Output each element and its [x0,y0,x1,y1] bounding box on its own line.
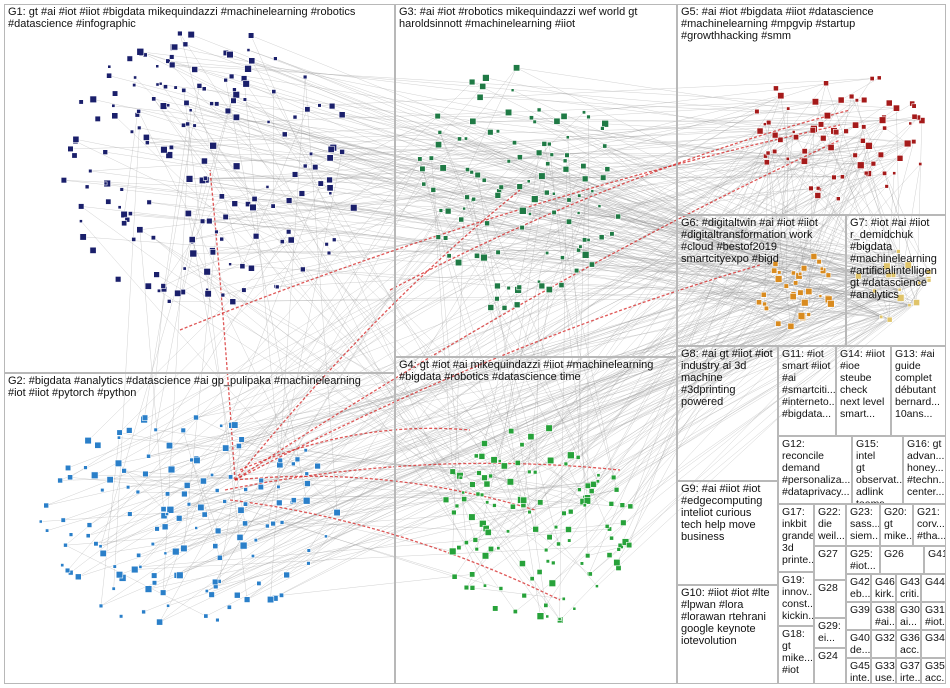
group-label-g14: G14: #iiot #ioe steube check next level … [840,348,885,420]
group-label-g24: G24 [818,650,838,662]
group-box-g9: G9: #ai #iiot #iot #edgecomputing inteli… [677,481,778,585]
group-label-g15: G15: intel gt observat... adlink teams..… [856,438,903,504]
group-box-g16: G16: gt advan... honey... #techn... cent… [903,436,946,504]
group-label-g38: G38: #ai... [875,604,896,628]
group-box-g17: G17: inkbit grande 3d printe... [778,504,814,572]
group-box-g46: G46: kirk... [871,574,896,602]
group-box-g22: G22: die weil... [814,504,846,546]
group-box-g42: G42: eb... [846,574,871,602]
group-label-g33: G33: use... [875,660,896,684]
group-box-g13: G13: #ai guide complet débutant bernard.… [891,346,946,436]
group-box-g3: G3: #ai #iot #robotics mikequindazzi wef… [395,4,677,357]
group-label-g45: G45: inte... [850,660,871,684]
group-box-g43: G43: criti... [896,574,921,602]
group-label-g43: G43: criti... [900,576,921,600]
vertices [38,30,932,626]
group-box-g24: G24 [814,648,846,684]
group-box-g25: G25: #iot... [846,546,880,574]
group-box-g20: G20: gt mike... [880,504,913,546]
group-label-g9: G9: #ai #iiot #iot #edgecomputing inteli… [681,483,763,543]
group-box-g38: G38: #ai... [871,602,896,630]
group-box-g28: G28 [814,580,846,618]
group-box-g2: G2: #bigdata #analytics #datascience #ai… [4,373,395,684]
group-label-g11: G11: #iot smart #iiot #ai #smartciti... … [782,348,836,420]
group-label-g3: G3: #ai #iot #robotics mikequindazzi wef… [399,6,638,30]
group-box-g5: G5: #ai #iot #bigdata #iiot #datascience… [677,4,946,215]
group-label-g35: G35: acc... [925,660,946,684]
group-box-g44: G44 [921,574,946,602]
group-label-g42: G42: eb... [850,576,871,600]
edges-red [179,109,851,601]
group-label-g10: G10: #iiot #iot #lte #lpwan #lora #loraw… [681,587,770,647]
group-box-g4: G4: gt #iot #ai mikequindazzi #iiot #mac… [395,357,677,684]
group-box-g7: G7: #iot #ai #iiot r_demidchuk #bigdata … [846,215,946,346]
group-box-g34: G34 [921,630,946,658]
group-box-g33: G33: use... [871,658,896,684]
group-box-g41: G41 [924,546,946,574]
group-label-g29: G29: ei... [818,620,841,644]
group-label-g18: G18: gt mike... #iot [782,628,813,676]
group-label-g40: G40: de... [850,632,871,656]
group-box-g31: G31: #iot... [921,602,946,630]
group-label-g37: G37: irte... [900,660,921,684]
group-label-g13: G13: #ai guide complet débutant bernard.… [895,348,940,420]
group-label-g36: G36: acc... [900,632,921,656]
group-box-g37: G37: irte... [896,658,921,684]
group-label-g23: G23: sass... siem... [850,506,880,542]
group-label-g32: G32 [875,632,895,644]
group-label-g7: G7: #iot #ai #iiot r_demidchuk #bigdata … [850,217,937,301]
group-box-g11: G11: #iot smart #iiot #ai #smartciti... … [778,346,836,436]
group-box-g32: G32 [871,630,896,658]
group-label-g1: G1: gt #ai #iot #iiot #bigdata mikequind… [8,6,356,30]
group-box-g36: G36: acc... [896,630,921,658]
group-box-g19: G19: innov... const... kickin... [778,572,814,626]
group-label-g2: G2: #bigdata #analytics #datascience #ai… [8,375,361,399]
group-label-g44: G44 [925,576,945,588]
group-box-g15: G15: intel gt observat... adlink teams..… [852,436,903,504]
group-label-g17: G17: inkbit grande 3d printe... [782,506,814,566]
group-box-g35: G35: acc... [921,658,946,684]
group-label-g28: G28 [818,582,838,594]
group-label-g34: G34 [925,632,945,644]
group-label-g30: G30: ai... [900,604,921,628]
group-box-g26: G26 [880,546,924,574]
group-label-g16: G16: gt advan... honey... #techn... cent… [907,438,946,498]
group-label-g41: G41 [928,548,946,560]
group-box-g40: G40: de... [846,630,871,658]
group-label-g22: G22: die weil... [818,506,845,542]
group-box-g1: G1: gt #ai #iot #iiot #bigdata mikequind… [4,4,395,373]
group-box-g21: G21: corv... #tha... [913,504,946,546]
group-label-g19: G19: innov... const... kickin... [782,574,814,622]
group-box-g10: G10: #iiot #iot #lte #lpwan #lora #loraw… [677,585,778,684]
group-box-g39: G39 [846,602,871,630]
group-label-g31: G31: #iot... [925,604,946,628]
group-label-g6: G6: #digitaltwin #ai #iot #iiot #digital… [681,217,818,265]
group-label-g12: G12: reconcile demand #personaliza... #d… [782,438,851,498]
group-box-g8: G8: #ai gt #iiot #iot industry ai 3d mac… [677,346,778,481]
group-label-g8: G8: #ai gt #iiot #iot industry ai 3d mac… [681,348,773,408]
group-label-g46: G46: kirk... [875,576,896,600]
group-label-g4: G4: gt #iot #ai mikequindazzi #iiot #mac… [399,359,654,383]
group-box-g45: G45: inte... [846,658,871,684]
group-box-g29: G29: ei... [814,618,846,648]
group-box-g6: G6: #digitaltwin #ai #iot #iiot #digital… [677,215,846,346]
group-label-g27: G27 [818,548,838,560]
group-box-g30: G30: ai... [896,602,921,630]
group-box-g18: G18: gt mike... #iot [778,626,814,684]
group-label-g39: G39 [850,604,870,616]
group-box-g23: G23: sass... siem... [846,504,880,546]
group-label-g26: G26 [884,548,904,560]
group-label-g21: G21: corv... #tha... [917,506,946,542]
group-box-g14: G14: #iiot #ioe steube check next level … [836,346,891,436]
group-label-g5: G5: #ai #iot #bigdata #iiot #datascience… [681,6,874,42]
group-box-g27: G27 [814,546,846,580]
group-label-g20: G20: gt mike... [884,506,913,542]
group-label-g25: G25: #iot... [850,548,876,572]
group-box-g12: G12: reconcile demand #personaliza... #d… [778,436,852,504]
